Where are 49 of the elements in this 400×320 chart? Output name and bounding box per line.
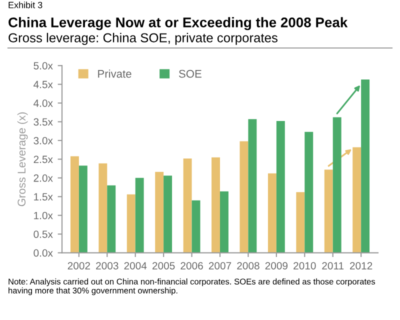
x-tick-label: 2005 [152, 262, 175, 270]
y-tick-label: 2.5x [34, 156, 53, 164]
y-tick-label: 3.5x [34, 118, 53, 126]
y-tick-label: 4.5x [34, 80, 53, 88]
bar [324, 170, 333, 253]
bar [135, 178, 144, 253]
bar [192, 200, 200, 253]
bar [332, 117, 342, 253]
y-tick-label: 0.0x [34, 249, 53, 257]
bar [304, 132, 314, 253]
legend-label: Private [98, 70, 132, 78]
y-tick-label: 0.5x [34, 230, 53, 238]
legend-label: SOE [178, 70, 202, 78]
y-axis-title: Gross Leverage (x) [17, 112, 28, 206]
bar [212, 157, 220, 253]
bar [107, 185, 116, 253]
y-tick-label: 3.0x [34, 136, 53, 144]
bar [126, 194, 136, 253]
bar [70, 156, 79, 253]
x-tick-label: 2004 [124, 262, 147, 270]
x-tick-label: 2007 [208, 262, 232, 270]
y-tick-label: 4.0x [34, 100, 53, 107]
bar [296, 192, 305, 253]
x-tick-label: 2008 [237, 262, 260, 270]
bar [276, 121, 285, 253]
bar [155, 172, 164, 253]
x-tick-label: 2002 [68, 262, 90, 270]
y-tick-label: 1.0x [34, 212, 53, 220]
bar [248, 119, 257, 253]
x-tick-label: 2012 [350, 262, 372, 270]
x-tick-label: 2003 [96, 262, 118, 270]
bar [268, 173, 276, 253]
bar [98, 163, 108, 253]
x-tick-label: 2011 [322, 262, 344, 270]
y-tick-label: 2.0x [34, 174, 53, 182]
x-tick-label: 2010 [294, 262, 316, 270]
chart-subtitle: Gross leverage: China SOE, private corporates [8, 32, 278, 45]
x-tick-label: 2009 [265, 262, 288, 270]
bar [164, 176, 172, 253]
bar [183, 158, 192, 253]
text: Note: Analysis carried out on China non-financial corporates. SOEs are defined as those corporates having more that 30% government ownership. [8, 278, 376, 296]
bar [220, 191, 228, 253]
y-tick-label: 5.0x [34, 62, 53, 70]
bar [78, 166, 88, 253]
text: Exhibit 3 [8, 2, 42, 8]
x-tick-label: 2006 [180, 262, 203, 270]
y-tick-label: 1.5x [34, 193, 53, 201]
chart-title: China Leverage Now at or Exceeding the 2008 Peak [8, 17, 348, 30]
bar [240, 141, 248, 253]
